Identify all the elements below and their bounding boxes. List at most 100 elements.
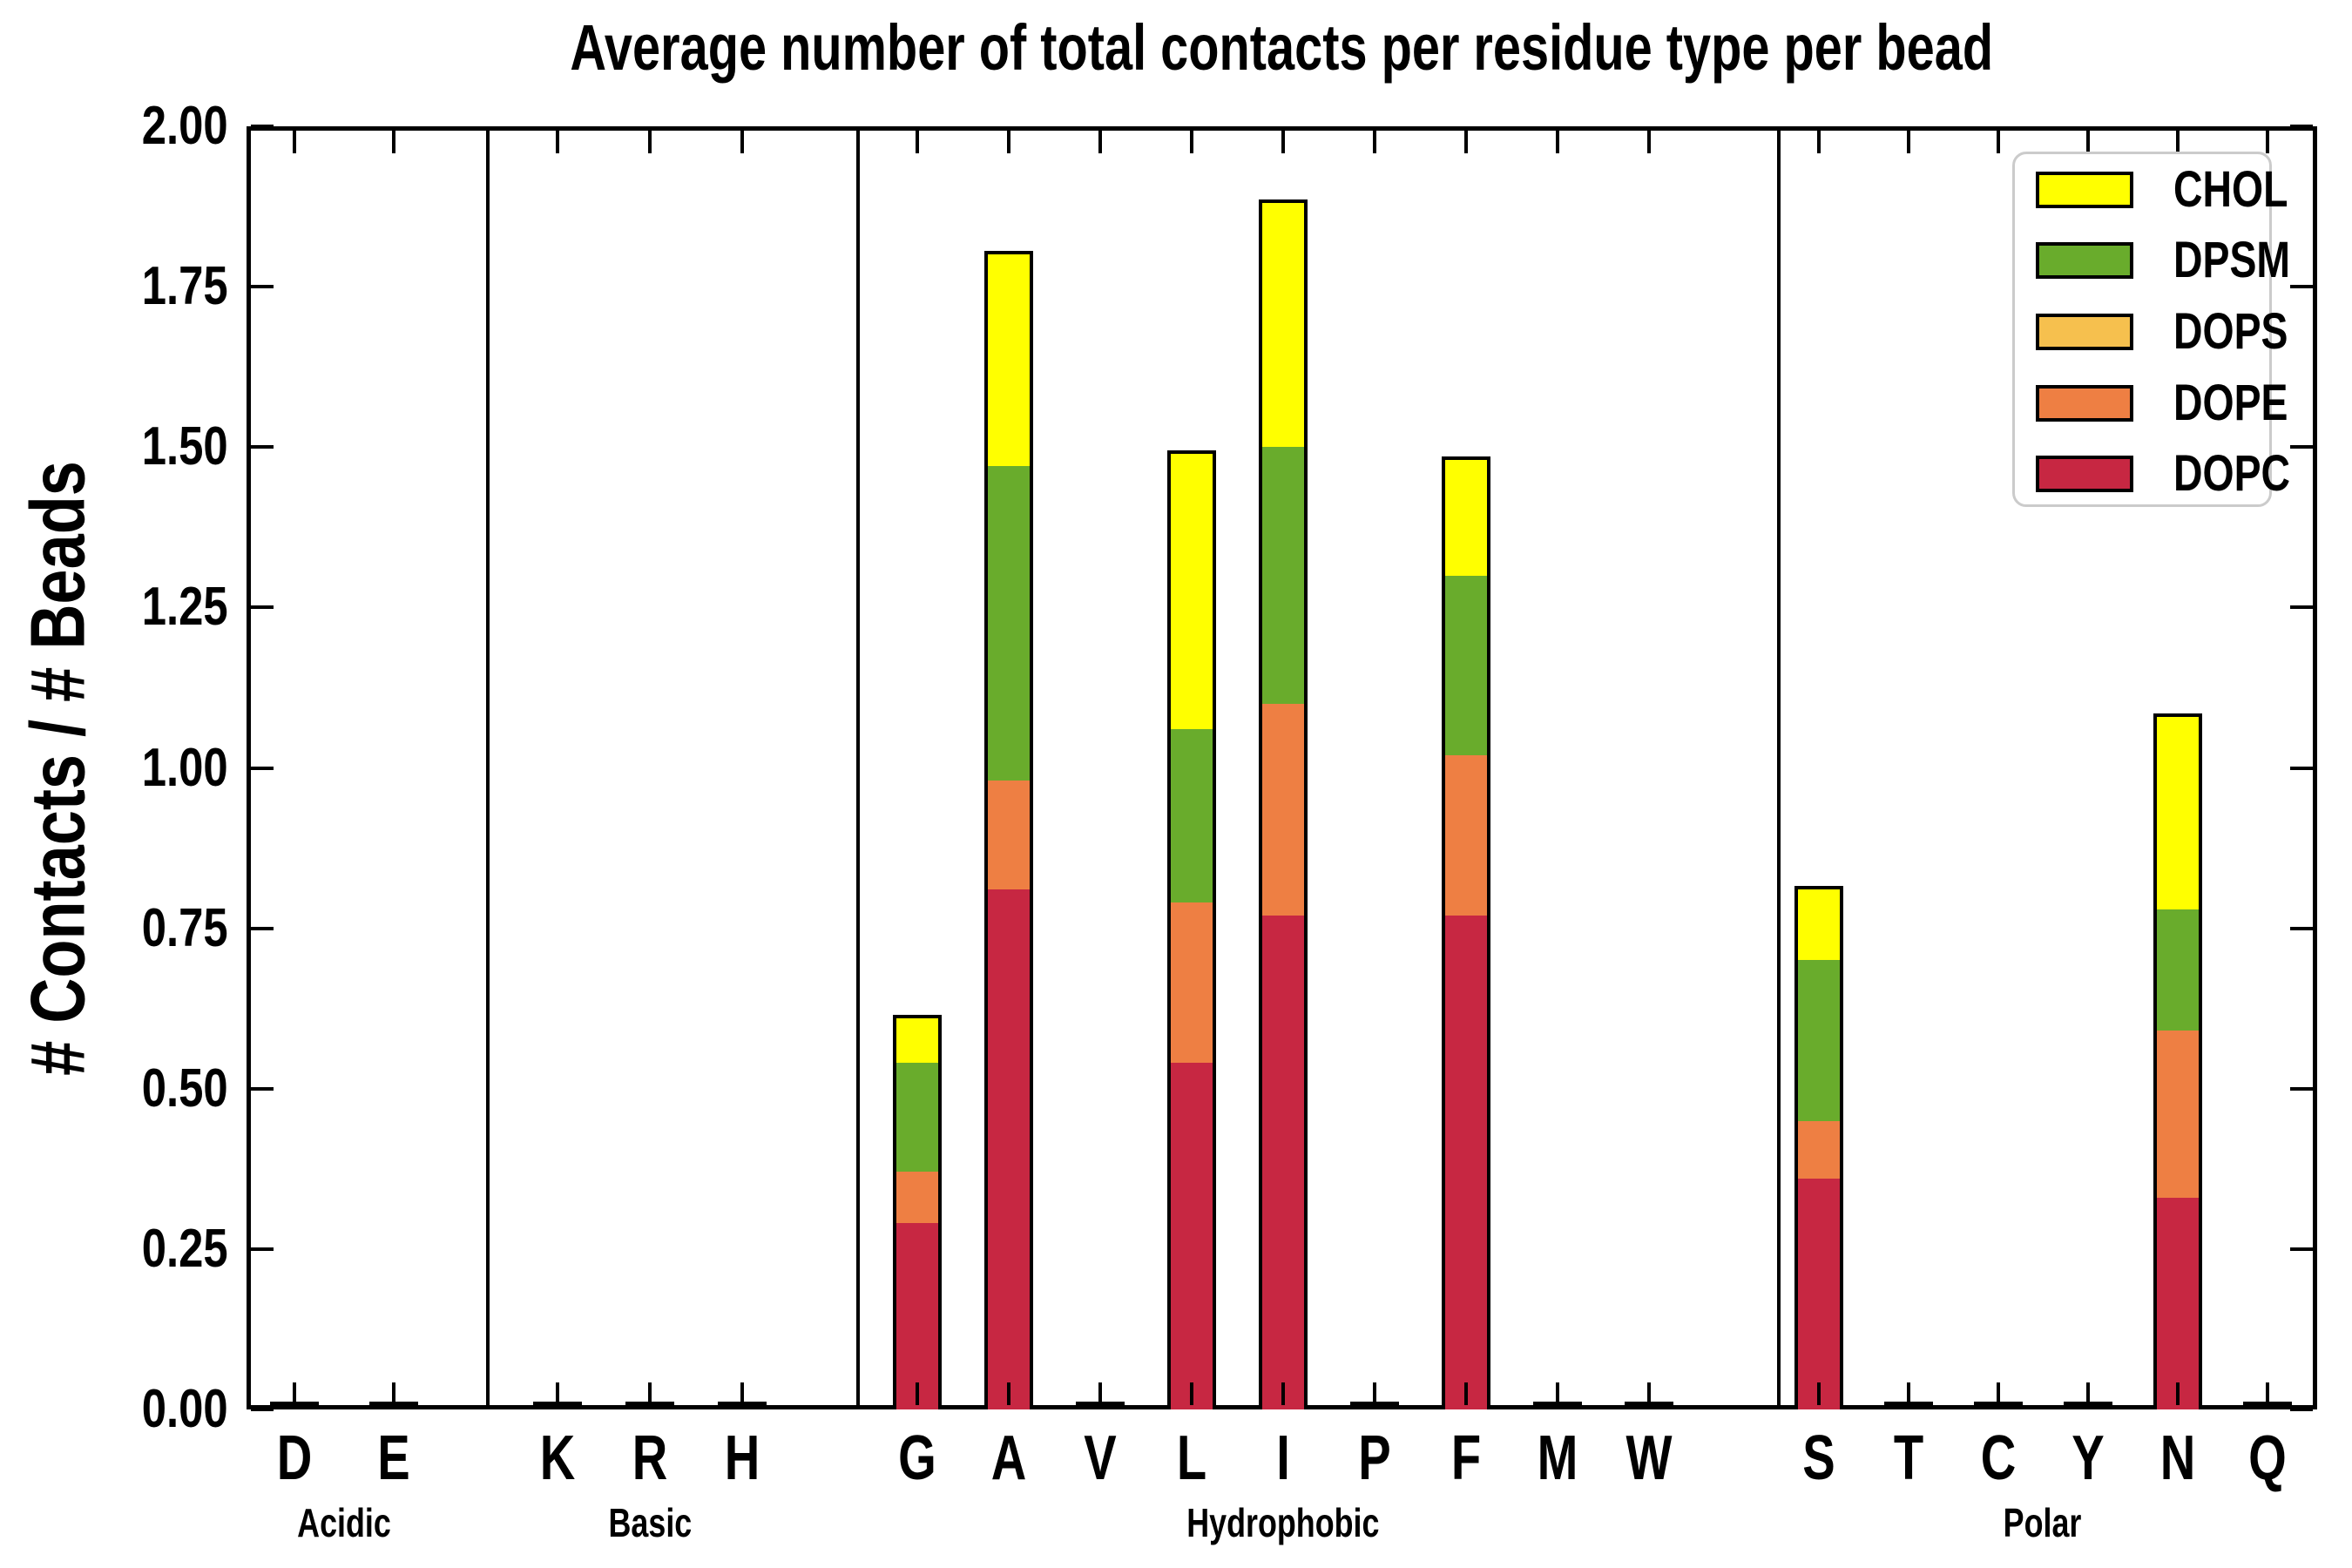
group-label-polar: Polar	[1860, 1500, 2226, 1545]
x-tick	[1817, 1382, 1821, 1405]
x-tick	[1190, 131, 1193, 153]
y-tick-label: 0.00	[63, 1382, 228, 1437]
bar-zero-V	[1076, 1402, 1125, 1409]
bar-zero-Y	[2064, 1402, 2112, 1409]
bar-segment-DOPE	[893, 1168, 942, 1224]
y-tick-label-text: 2.00	[142, 96, 228, 156]
bar-segment-CHOL	[1167, 449, 1216, 730]
bar-segment-DOPE	[1794, 1117, 1843, 1179]
bar-segment-DOPC	[2153, 1193, 2202, 1409]
y-tick-label: 0.25	[63, 1220, 228, 1277]
x-tick-label-D: D	[233, 1423, 355, 1493]
legend-label-DOPS: DOPS	[2173, 306, 2316, 358]
bar-zero-P	[1350, 1402, 1399, 1409]
residue-letter: L	[1176, 1423, 1207, 1493]
residue-letter: R	[632, 1423, 668, 1493]
group-separator	[856, 126, 860, 1409]
y-tick	[2290, 125, 2313, 128]
residue-letter: Y	[2072, 1423, 2105, 1493]
x-tick	[1997, 131, 2000, 153]
x-tick	[916, 131, 919, 153]
bar-zero-W	[1625, 1402, 1673, 1409]
y-tick	[251, 1247, 274, 1251]
bar-segment-DOPC	[1167, 1059, 1216, 1409]
y-tick	[251, 125, 274, 128]
y-tick-label: 1.25	[63, 579, 228, 635]
bar-segment-DPSM	[1442, 571, 1490, 755]
x-tick	[556, 1382, 559, 1405]
bar-segment-DPSM	[893, 1059, 942, 1173]
x-tick	[648, 1382, 652, 1405]
x-tick	[2176, 131, 2180, 153]
x-tick	[1373, 1382, 1376, 1405]
x-tick	[556, 131, 559, 153]
y-tick	[251, 766, 274, 770]
bar-segment-DPSM	[1167, 726, 1216, 903]
bar-segment-DOPE	[1167, 899, 1216, 1064]
x-tick-label-P: P	[1314, 1423, 1436, 1493]
y-tick	[2290, 1408, 2313, 1411]
y-tick	[251, 1408, 274, 1411]
bar-segment-DPSM	[1259, 443, 1308, 704]
bar-segment-DPSM	[2153, 905, 2202, 1031]
residue-letter: K	[539, 1423, 576, 1493]
bar-segment-DOPE	[2153, 1027, 2202, 1198]
y-tick-label: 2.00	[63, 98, 228, 154]
y-tick	[251, 605, 274, 610]
legend-swatch-DOPC	[2036, 456, 2133, 493]
x-tick-label-A: A	[948, 1423, 1070, 1493]
x-tick	[1556, 1382, 1559, 1405]
y-tick-label-text: 0.50	[142, 1058, 228, 1119]
y-tick-label: 0.75	[63, 897, 228, 958]
residue-letter: S	[1802, 1423, 1835, 1493]
group-label-text: Polar	[2004, 1500, 2082, 1545]
x-tick-label-L: L	[1131, 1423, 1253, 1493]
x-tick	[1190, 1382, 1193, 1405]
legend-label-DOPC: DOPC	[2173, 448, 2320, 500]
y-tick-label-text: 1.75	[142, 256, 228, 317]
residue-letter: D	[276, 1423, 313, 1493]
x-tick	[1464, 131, 1468, 153]
group-label-text: Basic	[608, 1500, 692, 1545]
x-tick-label-H: H	[681, 1423, 803, 1493]
bar-zero-C	[1974, 1402, 2023, 1409]
bar-zero-R	[625, 1402, 674, 1409]
group-label-hydrophobic: Hydrophobic	[1100, 1500, 1466, 1545]
x-tick	[1907, 1382, 1910, 1405]
bar-segment-CHOL	[1442, 456, 1490, 576]
y-tick-label-text: 0.75	[142, 897, 228, 958]
bar-segment-CHOL	[893, 1014, 942, 1064]
y-tick-label: 1.75	[63, 259, 228, 314]
bar-zero-E	[369, 1402, 418, 1409]
legend-label-text: DPSM	[2173, 232, 2291, 289]
x-tick	[293, 1382, 296, 1405]
y-tick	[251, 926, 274, 930]
y-tick	[2290, 445, 2313, 449]
group-label-text: Hydrophobic	[1186, 1500, 1380, 1545]
legend-swatch-DOPE	[2036, 384, 2133, 422]
bar-segment-CHOL	[984, 251, 1033, 467]
x-tick	[1281, 1382, 1285, 1405]
legend-swatch-DOPS	[2036, 314, 2133, 350]
y-tick	[2290, 766, 2313, 770]
bar-segment-DPSM	[1794, 956, 1843, 1121]
x-tick-label-G: G	[856, 1423, 978, 1493]
x-tick	[392, 1382, 395, 1405]
legend-label-text: DOPC	[2173, 445, 2291, 503]
y-tick-label-text: 1.25	[142, 577, 228, 638]
x-tick	[1464, 1382, 1468, 1405]
y-tick	[251, 285, 274, 289]
x-tick	[1997, 1382, 2000, 1405]
x-tick	[2086, 131, 2090, 153]
legend-label-text: DOPE	[2173, 374, 2288, 431]
x-tick	[740, 1382, 744, 1405]
bar-zero-M	[1533, 1402, 1582, 1409]
y-tick	[2290, 285, 2313, 289]
x-tick	[1647, 1382, 1651, 1405]
group-label-acidic: Acidic	[161, 1500, 527, 1545]
bar-zero-T	[1884, 1402, 1933, 1409]
bar-zero-D	[270, 1402, 319, 1409]
bar-segment-DOPC	[1442, 911, 1490, 1409]
x-tick	[1281, 131, 1285, 153]
